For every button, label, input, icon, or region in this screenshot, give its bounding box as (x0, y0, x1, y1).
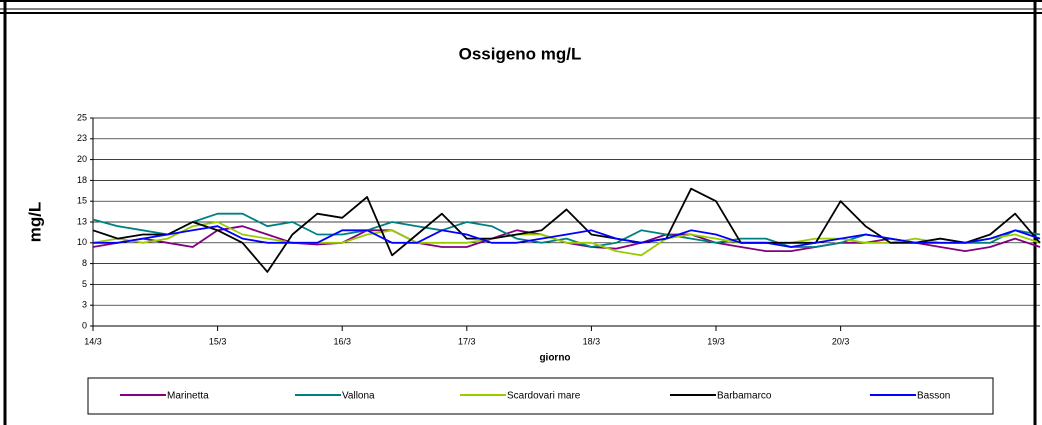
y-tick-label: 15 (77, 196, 87, 206)
legend-label: Barbamarco (717, 391, 772, 402)
legend-label: Basson (917, 391, 950, 402)
legend-box (87, 377, 994, 415)
series-line (92, 221, 1041, 257)
x-tick-label: 17/3 (458, 336, 476, 346)
y-tick-label: 0 (82, 320, 87, 330)
x-tick-label: 16/3 (333, 336, 351, 346)
x-tick-label: 14/3 (84, 336, 102, 346)
x-tick-label: 19/3 (707, 336, 725, 346)
y-tick-label: 5 (82, 279, 87, 289)
y-tick-label: 13 (77, 216, 87, 226)
x-tick-label: 15/3 (209, 336, 227, 346)
y-tick-label: 3 (82, 300, 87, 310)
chart-title: Ossigeno mg/L (459, 44, 582, 63)
y-tick-label: 18 (77, 175, 87, 185)
x-tick-label: 18/3 (583, 336, 601, 346)
x-tick-label: 20/3 (832, 336, 850, 346)
y-tick-label: 10 (77, 237, 87, 247)
y-tick-label: 20 (77, 154, 87, 164)
legend-label: Scardovari mare (507, 391, 581, 402)
x-axis-label: giorno (539, 353, 570, 364)
y-axis-label: mg/L (25, 202, 44, 243)
y-tick-label: 23 (77, 133, 87, 143)
legend-label: Marinetta (167, 391, 209, 402)
y-tick-label: 25 (77, 112, 87, 122)
legend-label: Vallona (342, 391, 375, 402)
y-tick-label: 8 (82, 258, 87, 268)
series-line (93, 225, 1041, 248)
